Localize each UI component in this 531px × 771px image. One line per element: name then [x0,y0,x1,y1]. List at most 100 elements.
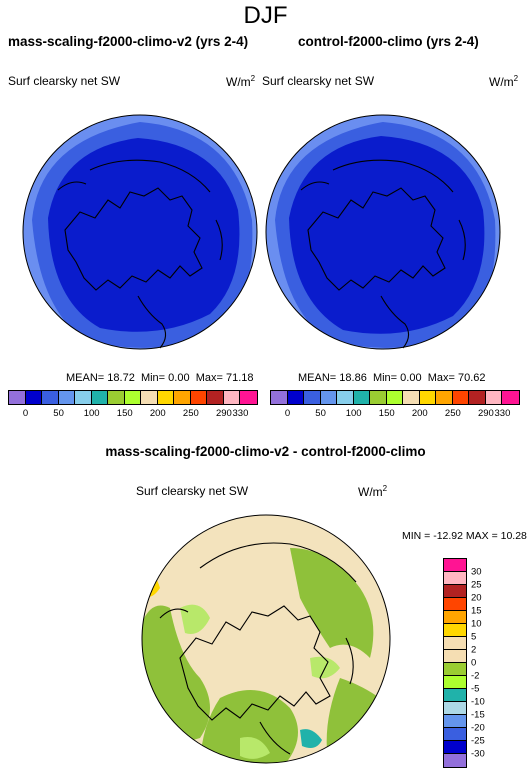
colorbar-tick-label: 330 [494,408,511,419]
left-units: W/m2 [226,74,256,89]
colorbar-swatch [337,391,354,404]
diff-colorbar-swatch [444,559,466,572]
colorbar-tick-label: 200 [149,408,166,419]
diff-colorbar-swatch [444,676,466,689]
colorbar-swatch [452,391,470,404]
diff-colorbar [443,558,467,768]
diff-colorbar-tick-label: 20 [471,592,482,604]
diff-variable-name: Surf clearsky net SW [136,484,249,498]
diff-colorbar-swatch [444,689,466,702]
colorbar-swatch [190,391,208,404]
colorbar-tick-label: 150 [378,408,395,419]
colorbar-swatch [353,391,371,404]
left-map-core [48,138,240,332]
colorbar-tick-label: 50 [315,408,326,419]
diff-colorbar-swatch [444,663,466,676]
colorbar-tick-label: 250 [182,408,199,419]
right-units: W/m2 [489,74,519,89]
left-map-coastlines [57,159,223,349]
diff-colorbar-swatch [444,598,466,611]
diff-map-teal-region [300,729,322,748]
diff-colorbar-swatch [444,702,466,715]
diff-colorbar-swatch [444,624,466,637]
colorbar-swatch [141,391,158,404]
diff-colorbar-swatch [444,728,466,741]
diff-colorbar-swatch [444,715,466,728]
diff-map-coastlines [159,542,357,755]
colorbar-swatch [403,391,420,404]
diff-colorbar-tick-label: -25 [471,735,485,747]
left-colorbar [8,390,258,405]
colorbar-swatch [320,391,338,404]
right-variable-name: Surf clearsky net SW [262,74,375,88]
colorbar-swatch [207,391,224,404]
diff-stats: MIN = -12.92 MAX = 10.28 [402,530,527,542]
diff-colorbar-tick-label: 30 [471,566,482,578]
colorbar-tick-label: 100 [345,408,362,419]
colorbar-swatch [223,391,241,404]
colorbar-tick-label: 250 [444,408,461,419]
left-panel-title: mass-scaling-f2000-climo-v2 (yrs 2-4) [8,34,249,49]
colorbar-swatch [174,391,191,404]
right-map-coastlines [300,159,466,349]
diff-colorbar-swatch [444,637,466,650]
colorbar-swatch [124,391,142,404]
diff-colorbar-tick-label: 10 [471,618,482,630]
colorbar-swatch [287,391,305,404]
colorbar-swatch [436,391,453,404]
diff-colorbar-swatch [444,611,466,624]
colorbar-swatch [271,391,288,404]
right-polar-map [265,114,501,350]
diff-colorbar-swatch [444,650,466,663]
diff-colorbar-tick-label: 5 [471,631,477,643]
colorbar-swatch [91,391,109,404]
colorbar-tick-label: 50 [53,408,64,419]
diff-colorbar-tick-label: -5 [471,683,480,695]
diff-colorbar-tick-label: 25 [471,579,482,591]
colorbar-tick-label: 0 [284,408,291,419]
colorbar-swatch [75,391,92,404]
colorbar-swatch [42,391,59,404]
colorbar-tick-label: 100 [83,408,100,419]
colorbar-swatch [304,391,321,404]
colorbar-swatch [485,391,503,404]
colorbar-swatch [502,391,519,404]
colorbar-swatch [386,391,404,404]
colorbar-swatch [25,391,43,404]
right-colorbar [270,390,520,405]
right-stats: MEAN= 18.86 Min= 0.00 Max= 70.62 [298,372,486,384]
colorbar-swatch [157,391,175,404]
colorbar-swatch [370,391,387,404]
diff-colorbar-tick-label: -2 [471,670,480,682]
colorbar-tick-label: 290 [215,408,232,419]
season-title: DJF [243,2,288,29]
diff-colorbar-tick-label: 15 [471,605,482,617]
colorbar-tick-label: 290 [477,408,494,419]
diff-colorbar-swatch [444,572,466,585]
left-stats: MEAN= 18.72 Min= 0.00 Max= 71.18 [66,372,254,384]
colorbar-swatch [240,391,257,404]
colorbar-tick-label: 200 [411,408,428,419]
right-map-core [289,136,485,334]
colorbar-swatch [469,391,486,404]
diff-colorbar-swatch [444,585,466,598]
left-polar-map [22,114,258,350]
colorbar-swatch [108,391,125,404]
diff-colorbar-swatch [444,754,466,767]
left-variable-name: Surf clearsky net SW [8,74,121,88]
right-panel-title: control-f2000-climo (yrs 2-4) [298,34,479,49]
diff-units: W/m2 [358,484,388,499]
diff-polar-map [141,514,391,764]
diff-colorbar-tick-label: 2 [471,644,477,656]
diff-panel-title: mass-scaling-f2000-climo-v2 - control-f2… [105,444,426,459]
colorbar-swatch [9,391,26,404]
diff-colorbar-swatch [444,741,466,754]
diff-colorbar-tick-label: -20 [471,722,485,734]
diff-colorbar-tick-label: -10 [471,696,485,708]
diff-colorbar-tick-label: 0 [471,657,477,669]
colorbar-swatch [58,391,76,404]
colorbar-tick-label: 330 [232,408,249,419]
colorbar-tick-label: 0 [22,408,29,419]
colorbar-swatch [419,391,437,404]
diff-colorbar-tick-label: -30 [471,748,485,760]
